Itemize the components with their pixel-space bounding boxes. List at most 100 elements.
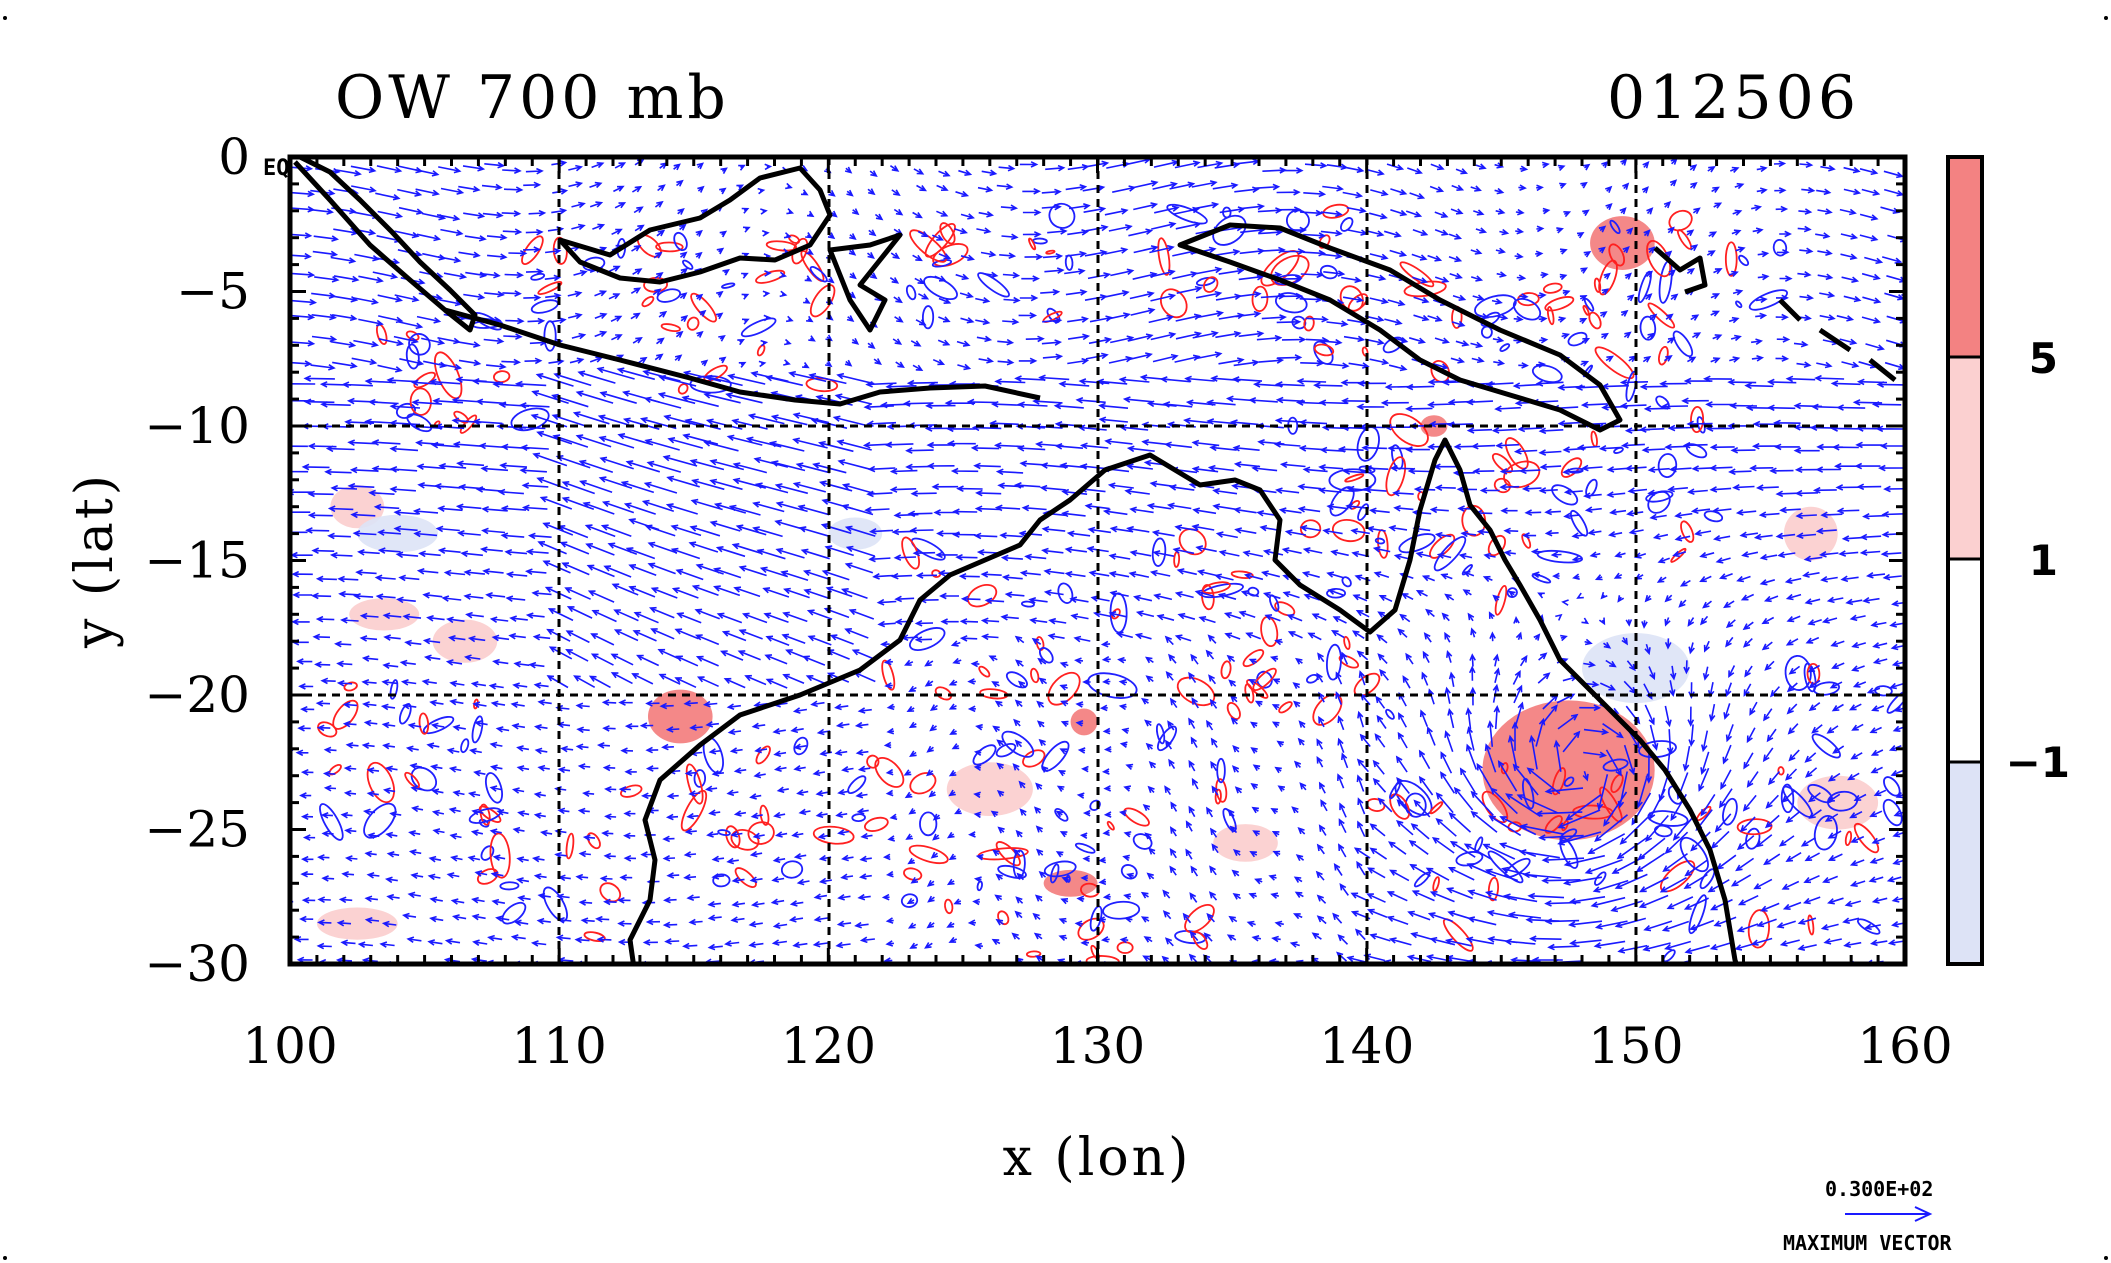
- wind-vector: [1039, 484, 1066, 492]
- wind-vector: [1678, 599, 1687, 608]
- wind-vector: [1271, 935, 1281, 943]
- wind-vector: [724, 940, 740, 947]
- negative-contour: [1882, 798, 1903, 827]
- wind-vector: [1150, 331, 1177, 341]
- wind-vector: [1871, 705, 1885, 712]
- wind-vector: [781, 633, 806, 645]
- wind-vector: [1341, 651, 1349, 665]
- wind-vector: [1849, 614, 1866, 622]
- wind-vector: [848, 248, 857, 256]
- wind-vector: [564, 587, 591, 600]
- wind-vector: [1215, 531, 1238, 539]
- wind-vector: [645, 746, 659, 754]
- wind-vector: [1210, 760, 1218, 772]
- wind-vector: [1040, 288, 1061, 296]
- wind-vector: [1746, 727, 1756, 744]
- positive-contour: [366, 761, 396, 804]
- wind-vector: [1638, 894, 1669, 909]
- wind-vector: [619, 874, 633, 881]
- wind-vector: [1197, 160, 1224, 169]
- wind-vector: [1515, 227, 1525, 235]
- wind-vector: [914, 636, 933, 643]
- wind-vector: [737, 650, 761, 661]
- wind-vector: [1307, 632, 1322, 641]
- wind-vector: [1270, 892, 1280, 899]
- wind-vector: [408, 830, 421, 837]
- wind-vector: [531, 855, 545, 863]
- wind-vector: [1337, 773, 1345, 789]
- wind-vector: [1368, 212, 1388, 220]
- negative-contour: [1156, 725, 1178, 752]
- wind-vector: [976, 227, 992, 234]
- wind-vector: [1648, 246, 1656, 254]
- wind-vector: [1470, 627, 1477, 638]
- wind-vector: [970, 660, 980, 668]
- wind-vector: [290, 340, 316, 347]
- wind-vector: [852, 208, 860, 216]
- wind-vector: [1148, 760, 1156, 769]
- wind-vector: [1047, 228, 1068, 235]
- wind-vector: [783, 359, 791, 366]
- wind-vector: [958, 169, 973, 176]
- wind-vector: [818, 480, 853, 492]
- wind-vector: [1666, 337, 1676, 344]
- wind-vector: [1337, 715, 1345, 731]
- wind-vector: [1042, 353, 1064, 361]
- wind-vector: [1017, 401, 1048, 409]
- wind-vector: [708, 748, 722, 755]
- wind-vector: [381, 721, 396, 729]
- wind-vector: [1206, 806, 1214, 818]
- wind-vector: [1617, 944, 1648, 954]
- wind-vector: [890, 572, 913, 580]
- wind-vector: [1190, 865, 1199, 877]
- wind-vector: [639, 722, 654, 729]
- wind-vector: [1617, 595, 1625, 603]
- wind-vector: [891, 189, 901, 197]
- wind-vector: [1254, 700, 1263, 707]
- wind-vector: [1492, 653, 1500, 667]
- wind-vector: [1906, 187, 1926, 194]
- wind-vector: [1080, 874, 1089, 882]
- wind-vector: [324, 468, 352, 476]
- wind-vector: [568, 312, 583, 320]
- wind-vector: [825, 334, 833, 342]
- wind-vector: [1066, 530, 1091, 538]
- wind-vector: [1128, 228, 1154, 237]
- wind-vector: [676, 179, 684, 187]
- wind-vector: [1735, 246, 1746, 253]
- wind-vector: [1453, 786, 1474, 811]
- wind-vector: [1732, 289, 1744, 296]
- wind-vector: [1830, 640, 1845, 647]
- wind-vector: [1327, 362, 1350, 369]
- wind-vector: [1106, 312, 1131, 320]
- wind-vector: [389, 465, 418, 473]
- wind-vector: [804, 275, 813, 282]
- wind-vector: [1616, 836, 1649, 860]
- wind-vector: [1639, 876, 1669, 893]
- wind-vector: [960, 213, 975, 220]
- wind-vector: [1150, 269, 1176, 278]
- wind-vector: [1730, 874, 1752, 887]
- wind-vector: [749, 876, 763, 884]
- wind-vector: [1827, 830, 1842, 839]
- wind-vector: [561, 562, 590, 576]
- wind-vector: [297, 724, 311, 732]
- wind-vector: [1434, 276, 1450, 283]
- wind-vector: [1352, 594, 1368, 602]
- wind-vector: [1647, 466, 1670, 474]
- wind-vector: [311, 547, 335, 555]
- wind-vector: [620, 747, 634, 755]
- wind-vector: [1642, 355, 1652, 363]
- positive-contour: [809, 284, 836, 318]
- wind-vector: [508, 632, 526, 640]
- wind-vector: [430, 722, 445, 730]
- wind-vector: [1519, 823, 1564, 835]
- wind-vector: [818, 877, 832, 885]
- wind-vector: [1293, 760, 1302, 768]
- wind-vector: [1388, 937, 1412, 946]
- wind-vector: [927, 966, 934, 971]
- wind-vector: [1125, 463, 1153, 470]
- wind-vector: [1488, 611, 1495, 620]
- wind-vector: [301, 896, 316, 904]
- wind-vector: [1690, 244, 1699, 252]
